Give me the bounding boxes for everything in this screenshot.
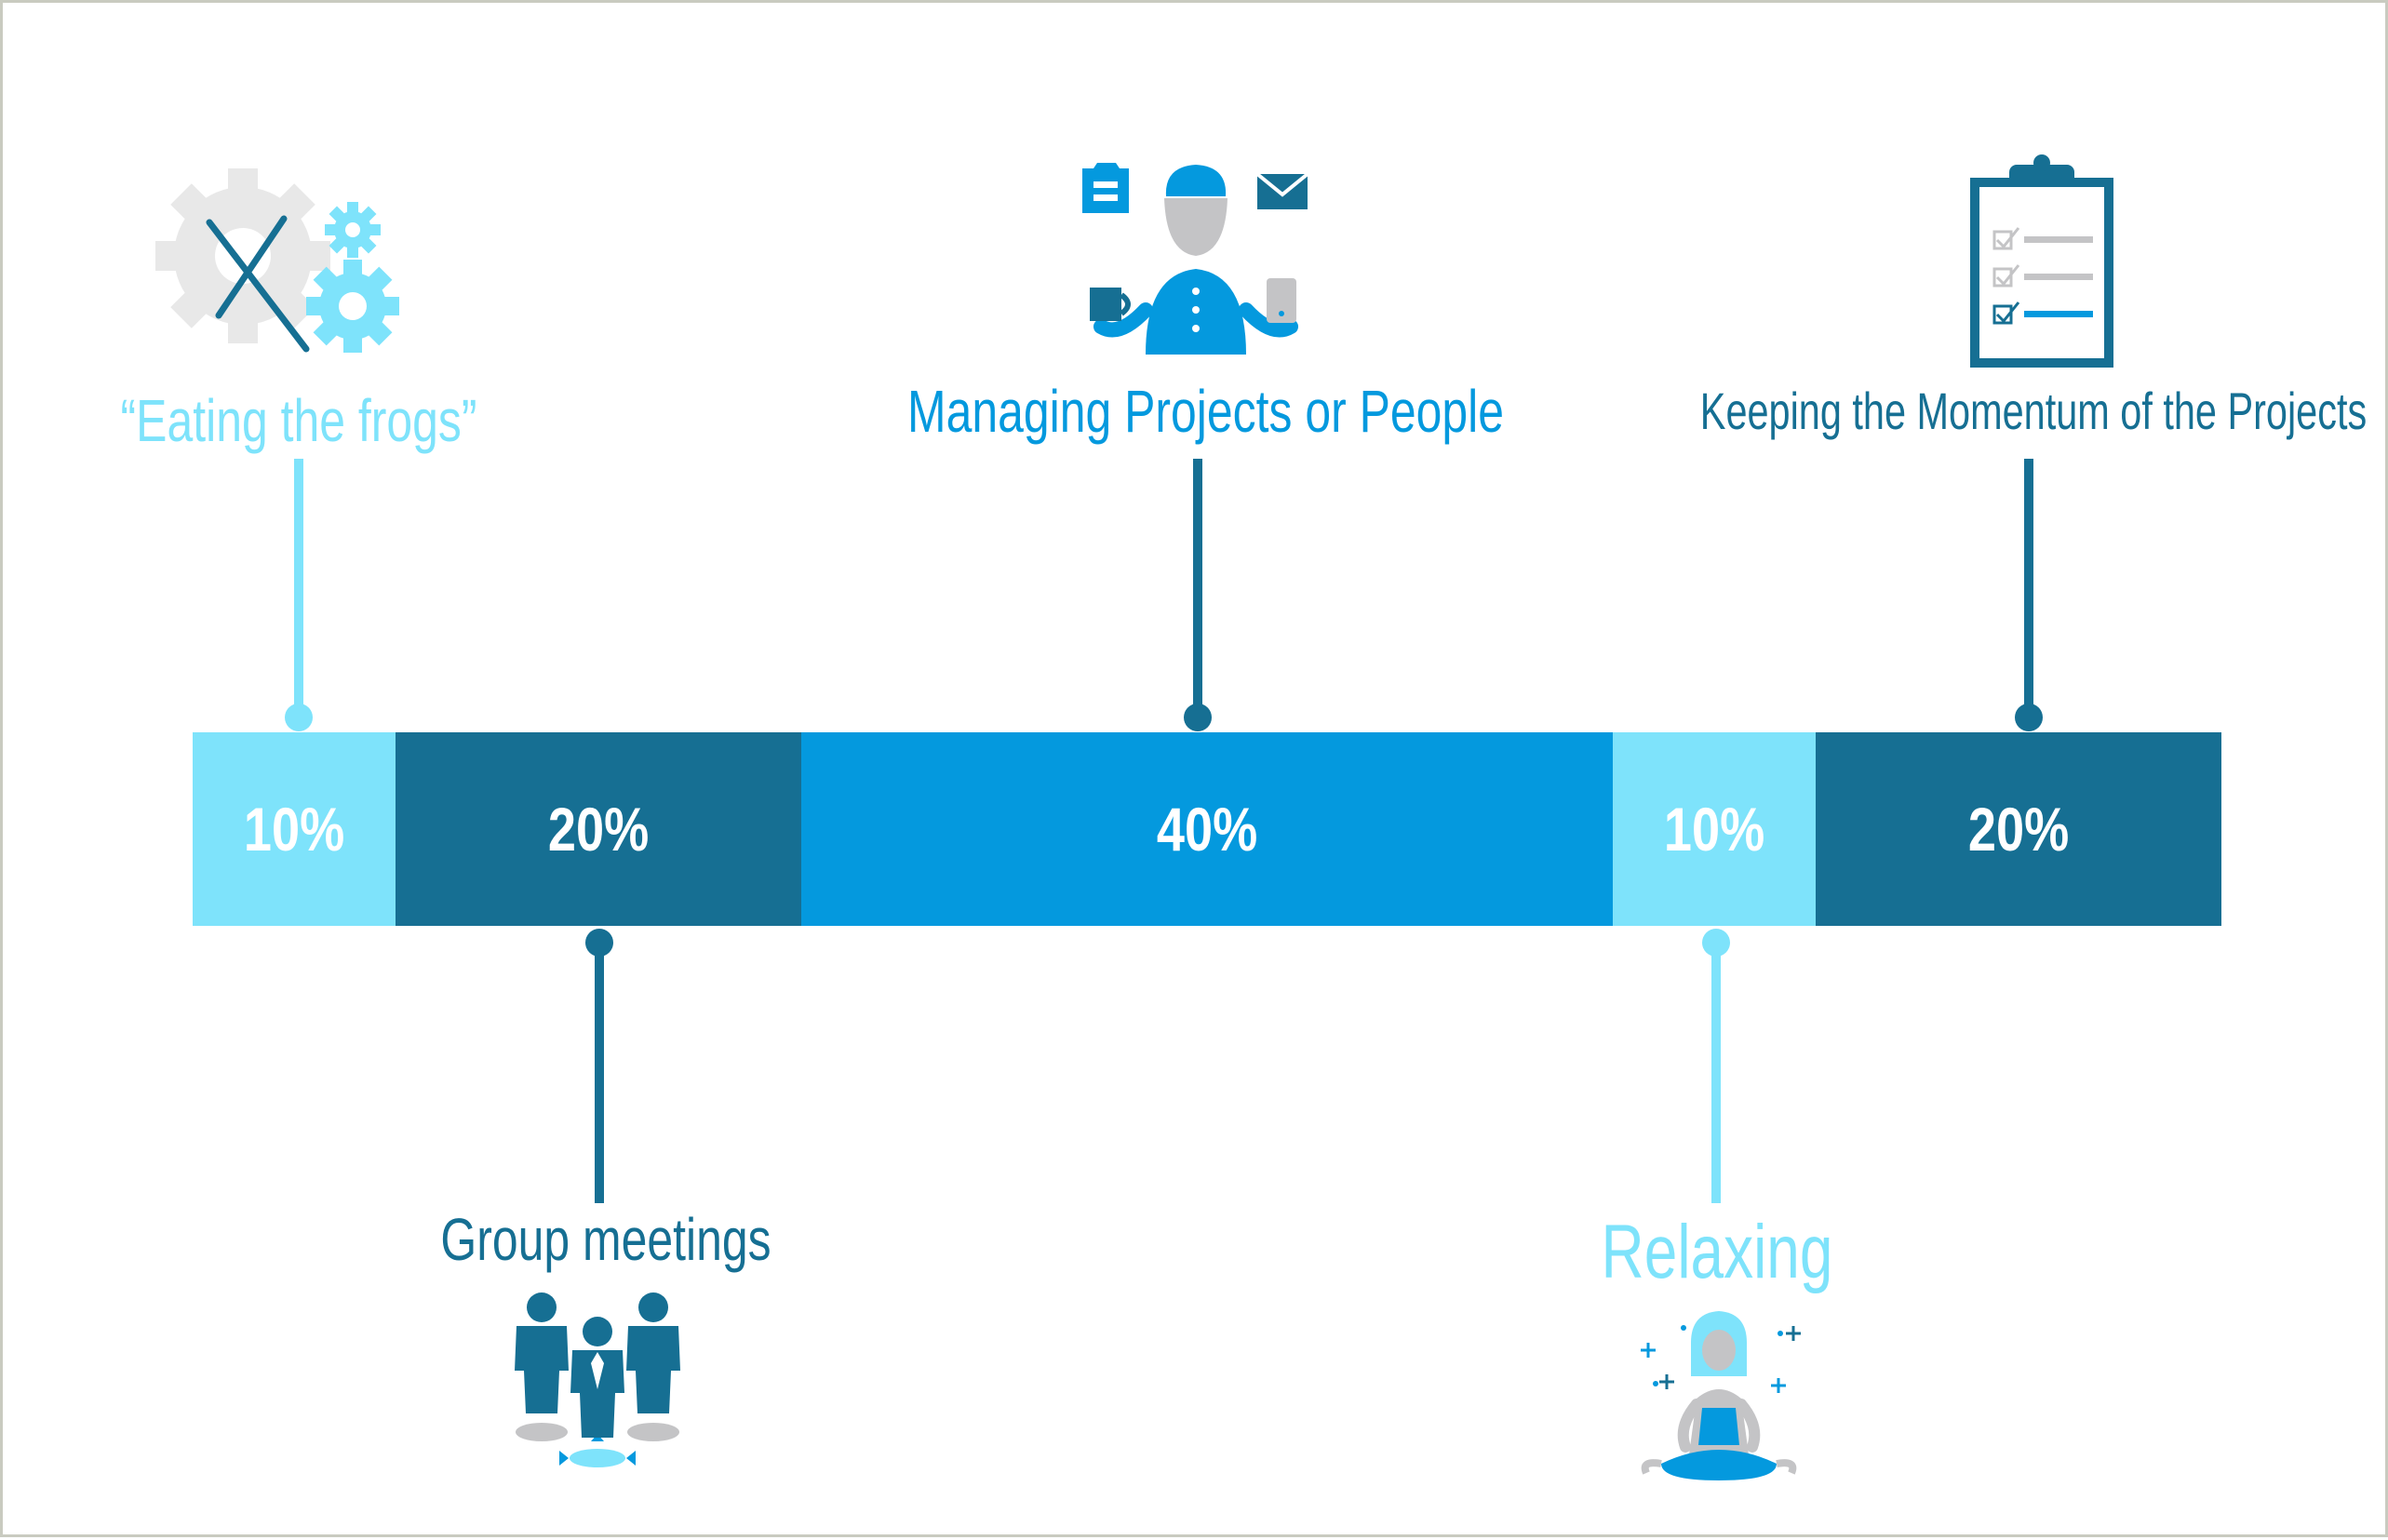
group-people-icon bbox=[515, 1292, 680, 1467]
connector-eating-frogs bbox=[285, 459, 313, 731]
label-relaxing: Relaxing bbox=[1601, 1210, 1833, 1294]
connectors-layer bbox=[155, 154, 2113, 1480]
gears-icon bbox=[155, 168, 399, 353]
bar-segment-3: 40% bbox=[801, 732, 1613, 926]
meditation-icon bbox=[1641, 1311, 1801, 1480]
connector-momentum bbox=[2015, 459, 2043, 731]
bar-segment-label: 20% bbox=[1967, 795, 2070, 864]
bar-segment-2: 20% bbox=[396, 732, 801, 926]
bar-segment-label: 20% bbox=[547, 795, 650, 864]
bar-segment-1: 10% bbox=[193, 732, 396, 926]
label-momentum: Keeping the Momentum of the Projects bbox=[1699, 382, 2368, 440]
label-managing: Managing Projects or People bbox=[907, 378, 1505, 445]
clipboard-checklist-icon bbox=[1970, 154, 2113, 368]
multitasking-person-icon bbox=[1082, 163, 1309, 355]
label-group-meetings: Group meetings bbox=[440, 1206, 771, 1273]
bar-segment-label: 10% bbox=[1663, 795, 1765, 864]
connector-relaxing bbox=[1702, 929, 1730, 1203]
connector-managing bbox=[1184, 459, 1212, 731]
bar-segment-label: 40% bbox=[1156, 795, 1258, 864]
connector-group-meetings bbox=[585, 929, 613, 1203]
bar-segment-label: 10% bbox=[243, 795, 345, 864]
label-eating-frogs: “Eating the frogs” bbox=[120, 387, 477, 454]
bar-segment-5: 20% bbox=[1816, 732, 2221, 926]
bar-segment-4: 10% bbox=[1613, 732, 1816, 926]
